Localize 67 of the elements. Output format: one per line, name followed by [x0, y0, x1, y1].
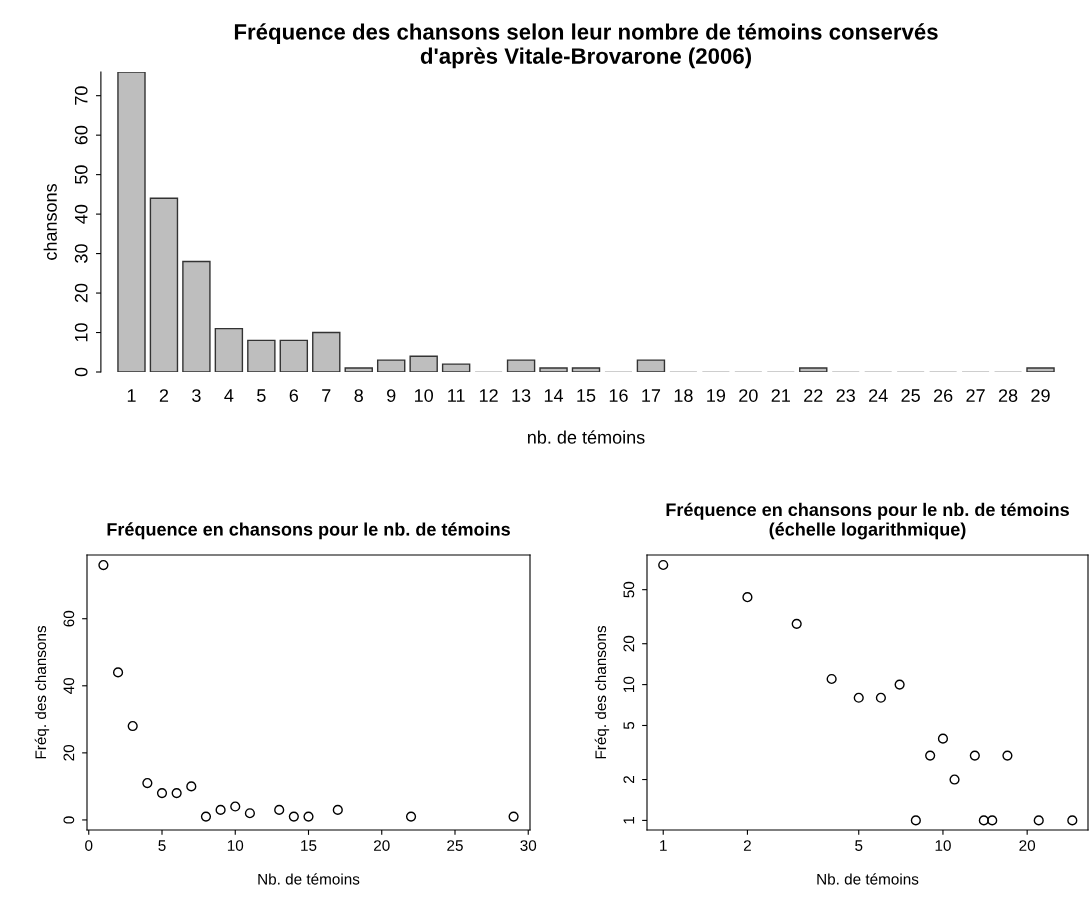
x-tick-label: 15: [301, 840, 317, 851]
x-tick-label: 5: [855, 840, 863, 851]
x-axis-title: Nb. de témoins: [258, 873, 360, 885]
y-tick-label: 2: [623, 776, 635, 784]
x-tick-label: 17: [642, 389, 661, 402]
x-tick-label: 30: [520, 840, 537, 851]
x-tick-label: 25: [901, 389, 920, 402]
y-tick-label: 70: [74, 86, 88, 105]
x-tick-label: 20: [739, 389, 758, 402]
y-axis-title: Fréq. des chansons: [34, 625, 50, 759]
y-tick-label: 60: [74, 125, 88, 145]
y-tick-label: 20: [63, 744, 75, 761]
x-axis-title: nb. de témoins: [527, 430, 645, 444]
x-tick-label: 2: [743, 840, 751, 851]
y-tick-label: 30: [74, 244, 88, 263]
chart-title: Fréquence en chansons pour le nb. de témoins: [107, 522, 510, 540]
y-tick-label: 20: [623, 635, 635, 652]
x-tick-label: 16: [609, 389, 628, 402]
x-tick-label: 1: [127, 389, 136, 402]
x-tick-label: 10: [935, 840, 951, 851]
x-tick-label: 14: [544, 389, 564, 402]
x-tick-label: 5: [158, 840, 166, 851]
x-tick-label: 1: [660, 840, 667, 851]
y-tick-label: 40: [74, 204, 88, 224]
y-tick-label: 20: [74, 283, 88, 303]
x-axis-title: Nb. de témoins: [817, 873, 919, 885]
x-tick-label: 19: [707, 389, 726, 402]
x-tick-label: 4: [224, 389, 234, 402]
x-tick-label: 15: [577, 389, 596, 402]
x-tick-label: 24: [869, 389, 888, 402]
x-tick-label: 2: [159, 389, 169, 402]
x-tick-label: 10: [227, 840, 244, 851]
y-tick-label: 40: [63, 677, 75, 694]
x-tick-label: 10: [415, 389, 434, 402]
x-tick-label: 6: [289, 389, 299, 402]
x-tick-label: 20: [374, 840, 390, 851]
x-tick-label: 22: [804, 389, 823, 402]
x-tick-label: 27: [966, 389, 985, 402]
y-tick-label: 10: [623, 676, 635, 692]
y-tick-label: 60: [63, 610, 75, 627]
y-tick-label: 10: [74, 323, 88, 342]
x-tick-label: 29: [1031, 389, 1050, 402]
x-tick-label: 23: [836, 389, 855, 402]
y-axis-title: chansons: [43, 184, 57, 260]
x-tick-label: 5: [257, 389, 266, 402]
x-tick-label: 9: [387, 389, 396, 402]
x-tick-label: 28: [998, 389, 1018, 402]
x-tick-label: 18: [674, 389, 693, 402]
y-tick-label: 0: [63, 816, 75, 824]
y-tick-label: 1: [623, 816, 635, 824]
x-tick-label: 12: [479, 389, 498, 402]
y-tick-label: 0: [74, 367, 88, 377]
x-tick-label: 20: [1019, 840, 1036, 851]
x-tick-label: 21: [771, 389, 790, 402]
chart-title: Fréquence en chansons pour le nb. de témoins (échelle logarithmique): [666, 502, 1069, 540]
x-tick-label: 13: [512, 389, 531, 402]
y-tick-label: 50: [74, 165, 88, 184]
x-tick-label: 8: [354, 389, 363, 402]
x-tick-label: 26: [933, 389, 953, 402]
x-tick-label: 3: [192, 389, 201, 402]
y-tick-label: 50: [623, 581, 635, 598]
x-tick-label: 7: [322, 389, 331, 402]
y-tick-label: 5: [623, 721, 635, 730]
x-tick-label: 11: [448, 389, 465, 402]
x-tick-label: 25: [447, 840, 463, 851]
chart-title: Fréquence des chansons selon leur nombre de témoins conservés d'après Vitale-Brovarone (2006): [234, 23, 938, 69]
y-axis-title: Fréq. des chansons: [594, 625, 610, 759]
